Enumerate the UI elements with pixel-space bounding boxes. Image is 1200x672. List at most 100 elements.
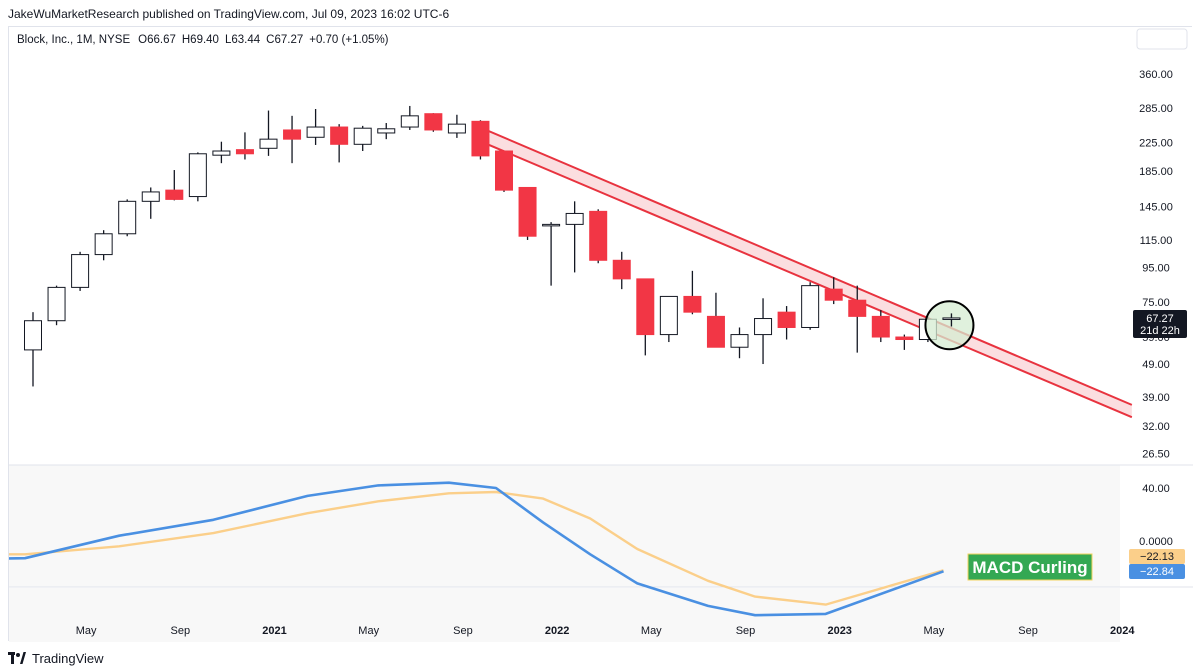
candle — [871, 310, 890, 343]
channel-upper-line[interactable] — [472, 123, 1133, 406]
macd-badge-value: −22.84 — [1140, 566, 1174, 578]
current-price-badge: 67.27 21d 22h — [1133, 310, 1187, 338]
price-tick-label: 95.00 — [1142, 263, 1170, 275]
candle-body — [235, 149, 254, 155]
candle-body — [824, 288, 843, 301]
candle — [353, 125, 372, 152]
candle-body — [565, 212, 584, 225]
footer[interactable]: TradingView — [8, 648, 104, 668]
price-tick-label: 75.00 — [1142, 297, 1170, 309]
candle-body — [306, 126, 325, 138]
candle-body — [636, 278, 655, 336]
tradingview-logo-icon — [8, 652, 26, 664]
candle-body — [871, 315, 890, 338]
price-tick-label: 39.00 — [1142, 392, 1170, 404]
price-tick-label: 225.00 — [1139, 137, 1173, 149]
price-badge-countdown: 21d 22h — [1140, 325, 1180, 337]
candle — [165, 170, 184, 201]
candle-body — [118, 200, 137, 235]
candle-body — [659, 295, 678, 336]
candle-body — [353, 127, 372, 145]
candle — [518, 186, 537, 240]
candle-body — [754, 318, 773, 336]
signal-line — [9, 490, 944, 606]
highlight-circle-mark — [924, 300, 975, 351]
time-tick-label: May — [924, 625, 945, 637]
candle-body — [542, 223, 561, 227]
macd-annotation-text: MACD Curling — [972, 558, 1087, 577]
candle — [754, 298, 773, 365]
highlight-circle — [924, 300, 975, 351]
candle — [824, 277, 843, 305]
candle — [565, 201, 584, 273]
price-tick-label: 360.00 — [1139, 69, 1173, 81]
candle — [259, 110, 278, 156]
macd-tick-label: 40.00 — [1142, 483, 1170, 495]
price-tick-label: 145.00 — [1139, 201, 1173, 213]
trend-channel[interactable] — [472, 123, 1133, 419]
candle-body — [777, 311, 796, 328]
scale-settings-box[interactable] — [1136, 28, 1188, 50]
candle — [118, 199, 137, 237]
candle-body — [801, 285, 820, 328]
candle — [612, 251, 631, 290]
candle — [283, 115, 302, 164]
candle — [706, 292, 725, 348]
candle-body — [259, 138, 278, 149]
chart-canvas[interactable]: 26.5032.0039.0049.0059.0075.0095.00115.0… — [9, 27, 1193, 642]
signal-badge-value: −22.13 — [1140, 551, 1174, 563]
candle — [777, 306, 796, 340]
price-ticks: 26.5032.0039.0049.0059.0075.0095.00115.0… — [1139, 37, 1173, 548]
candle-body — [424, 113, 443, 131]
candle — [424, 113, 443, 132]
publish-header: JakeWuMarketResearch published on Tradin… — [0, 0, 1200, 26]
candle — [212, 141, 231, 164]
legend: Block, Inc., 1M, NYSE O66.67 H69.40 L63.44 C… — [17, 34, 389, 46]
candle — [330, 124, 349, 163]
time-ticks: May Sep 2021 May Sep 2022 May Sep 2023 May Sep 2024 — [76, 625, 1136, 637]
candle-body — [706, 315, 725, 348]
candle — [542, 222, 561, 286]
time-tick-label: May — [76, 625, 97, 637]
candle-body — [94, 233, 113, 256]
macd-annotation[interactable]: MACD Curling — [967, 553, 1093, 581]
candle — [636, 278, 655, 356]
candle-body — [47, 286, 66, 322]
candle-body — [730, 334, 749, 348]
candle — [141, 187, 160, 219]
candle-body — [518, 186, 537, 237]
time-tick-label: Sep — [453, 625, 473, 637]
macd-badge: −22.84 — [1129, 564, 1185, 579]
legend-open: 66.67 — [147, 34, 176, 46]
channel-lower-line[interactable] — [472, 136, 1133, 419]
candle — [447, 114, 466, 138]
time-tick-label: 2023 — [827, 625, 851, 637]
price-tick-label: 26.50 — [1142, 448, 1170, 460]
candle-body — [165, 189, 184, 200]
candle — [471, 120, 490, 160]
candle-body — [848, 299, 867, 317]
time-axis[interactable] — [9, 588, 1120, 642]
legend-change: +0.70 (+1.05%) — [309, 34, 388, 46]
candle — [306, 108, 325, 145]
candle-body — [283, 129, 302, 140]
macd-line — [9, 481, 944, 617]
candles — [24, 105, 961, 387]
time-tick-label: 2024 — [1110, 625, 1135, 637]
candle-body — [447, 123, 466, 134]
time-tick-label: 2021 — [262, 625, 286, 637]
candle — [377, 123, 396, 140]
macd-lines — [9, 481, 944, 617]
candle-body — [683, 295, 702, 313]
price-tick-label: 285.00 — [1139, 103, 1173, 115]
legend-high: 69.40 — [190, 34, 219, 46]
chart-frame[interactable]: 26.50 32.00 39.00 49.00 59.00 75.00 95.00 115.0… — [8, 26, 1193, 642]
candle — [659, 295, 678, 343]
macd-pane[interactable] — [9, 465, 1120, 587]
candle — [495, 150, 513, 192]
candle — [24, 312, 42, 387]
candle — [235, 132, 254, 160]
candle — [47, 285, 66, 326]
price-tick-label: 32.00 — [1142, 421, 1170, 433]
macd-tick-label: 0.0000 — [1139, 536, 1173, 548]
